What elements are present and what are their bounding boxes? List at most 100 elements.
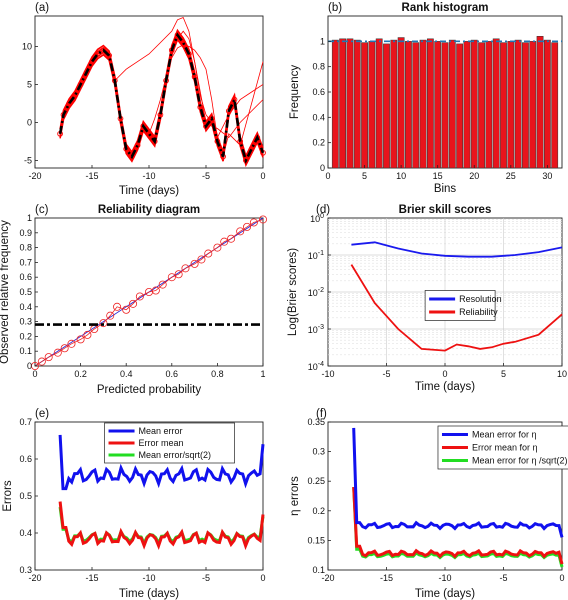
reliability-point — [122, 305, 131, 314]
ensemble-marker — [203, 123, 209, 130]
series-line-0 — [351, 241, 563, 258]
bar — [353, 39, 361, 169]
x-axis-label: Bins — [434, 183, 457, 195]
y-tick-label: 0.2 — [312, 506, 325, 516]
x-tick-label: 20 — [469, 171, 479, 181]
y-tick-base: 10 — [308, 325, 318, 335]
panel-a: -20 -15 -10 -5 0 -5 0 5 10 (a) Time (days) — [22, 2, 266, 197]
x-axis-label: Predicted probability — [97, 384, 201, 396]
reliability-point — [190, 259, 199, 268]
panel-label: (b) — [328, 2, 342, 14]
y-axis-label: Frequency — [289, 65, 301, 120]
chart-title: Brier skill scores — [399, 204, 492, 216]
bar — [543, 39, 551, 169]
x-tick-label: 10 — [557, 369, 567, 379]
panel-b: 0 5 10 15 20 25 30 0 0.2 0.4 0.6 0.8 1 (b) Rank histog… — [289, 2, 563, 195]
y-tick-base: 10 — [310, 214, 320, 224]
legend-label: Reliability — [459, 307, 498, 317]
y-tick-label: 0.8 — [312, 62, 325, 72]
bar — [346, 38, 354, 169]
series-line-1 — [350, 264, 563, 352]
y-tick-label: 0.15 — [307, 535, 325, 545]
bar — [397, 37, 405, 169]
bar — [463, 41, 471, 169]
y-tick-base: 10 — [308, 362, 318, 372]
bar — [390, 39, 398, 169]
y-tick-label: 0.5 — [19, 287, 32, 297]
x-tick-label: 30 — [542, 171, 552, 181]
bar — [339, 38, 347, 169]
bar — [448, 39, 456, 169]
reliability-point — [113, 302, 122, 311]
x-tick-label: 0.6 — [166, 369, 179, 379]
panel-f: -20 -15 -10 -5 0 0.1 0.15 0.2 0.25 0.3 0.35(f) Time… — [289, 408, 568, 600]
x-axis-label: Time (days) — [415, 588, 475, 600]
ensemble-marker — [140, 123, 147, 130]
legend-label: Error mean — [139, 438, 184, 448]
x-tick-label: 0.2 — [74, 369, 87, 379]
ensemble-marker — [146, 130, 152, 137]
bar — [419, 39, 427, 169]
y-axis-label: η errors — [289, 476, 301, 516]
y-tick-label: 0.7 — [19, 417, 32, 427]
bar — [507, 41, 515, 169]
reliability-point — [158, 280, 167, 289]
x-tick-label: -10 — [321, 369, 334, 379]
ensemble-marker — [100, 47, 107, 54]
reliability-point — [220, 237, 229, 246]
y-tick-label: 0 — [27, 361, 32, 371]
reliability-point — [37, 357, 46, 366]
panel-label: (a) — [35, 2, 49, 14]
reliability-point — [213, 243, 222, 252]
reliability-point — [227, 234, 236, 243]
reliability-curve — [34, 219, 264, 367]
reliability-point — [181, 264, 190, 273]
y-tick-label: 0.6 — [19, 272, 32, 282]
reliability-point — [99, 319, 108, 328]
bar — [331, 39, 339, 169]
reliability-point — [174, 270, 183, 279]
series-line-1 — [58, 501, 265, 551]
y-tick-label: 10 — [22, 41, 32, 51]
y-tick-exponent: 0 — [320, 213, 324, 220]
panel-label: (f) — [316, 408, 327, 420]
y-tick-label: 0.3 — [312, 447, 325, 457]
y-tick-label: 0.35 — [307, 417, 325, 427]
x-tick-label: -15 — [380, 573, 393, 583]
y-tick-label: 1 — [27, 213, 32, 223]
reliability-point — [236, 227, 245, 236]
plot-frame — [34, 15, 264, 169]
bar — [456, 43, 464, 169]
bar — [426, 38, 434, 169]
x-tick-label: 0 — [325, 171, 330, 181]
y-tick-label: 0.7 — [19, 257, 32, 267]
y-tick-base: 10 — [308, 288, 318, 298]
x-tick-label: -20 — [28, 573, 41, 583]
y-tick-exponent: -4 — [318, 361, 324, 368]
x-tick-label: 0 — [260, 573, 265, 583]
x-axis-label: Time (days) — [119, 185, 179, 197]
y-tick-label: 1 — [320, 36, 325, 46]
x-tick-label: -5 — [382, 369, 390, 379]
bar — [405, 41, 412, 169]
x-tick-label: -5 — [499, 573, 507, 583]
x-tick-label: -5 — [202, 573, 210, 583]
x-tick-label: -10 — [142, 573, 155, 583]
legend-label: Mean error for η /sqrt(2) — [472, 456, 568, 466]
bar — [478, 42, 485, 169]
bar — [500, 42, 507, 169]
panel-label: (e) — [35, 408, 49, 420]
bar — [522, 42, 529, 169]
series-line-0 — [352, 427, 564, 538]
x-tick-label: 15 — [433, 171, 443, 181]
y-tick-label: 10-2 — [308, 287, 324, 298]
y-axis-label: Errors — [2, 480, 14, 512]
y-tick-label: 0.4 — [19, 528, 32, 538]
legend-label: Resolution — [459, 294, 502, 304]
x-axis-label: Time (days) — [415, 381, 475, 393]
y-tick-label: 0.4 — [19, 302, 32, 312]
reliability-point — [53, 348, 62, 357]
ensemble-marker — [106, 52, 112, 59]
ensemble-marker — [208, 115, 215, 122]
